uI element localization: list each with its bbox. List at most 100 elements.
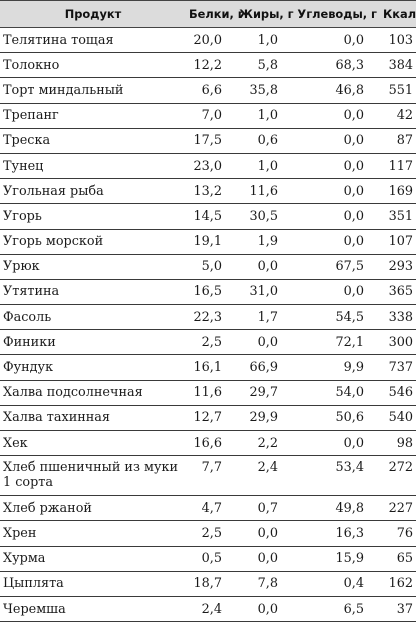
product-name-cell: Фасоль (0, 304, 186, 331)
carbs-cell: 0,0 (292, 153, 380, 180)
protein-cell: 6,6 (186, 77, 236, 104)
product-name-cell: Угорь морской (0, 229, 186, 255)
product-name-cell: Хлеб пшеничный из муки 1 сорта (0, 455, 186, 497)
fat-cell: 11,6 (236, 178, 292, 205)
table-row: Угорь морской 19,1 1,9 0,0 107 (0, 229, 416, 255)
carbs-cell: 0,0 (292, 203, 380, 230)
carbs-cell: 72,1 (292, 329, 380, 356)
product-name-cell: Хрен (0, 520, 186, 547)
protein-cell: 7,7 (186, 455, 236, 497)
table-row: Урюк 5,0 0,0 67,5 293 (0, 254, 416, 280)
fat-cell: 31,0 (236, 279, 292, 306)
table-row: Угольная рыба 13,2 11,6 0,0 169 (0, 178, 416, 205)
fat-cell: 0,0 (236, 596, 292, 623)
product-name-cell: Телятина тощая (0, 27, 186, 54)
protein-cell: 23,0 (186, 153, 236, 180)
fat-cell: 66,9 (236, 354, 292, 381)
fat-cell: 0,7 (236, 495, 292, 522)
kcal-cell: 546 (380, 380, 416, 406)
header-product: Продукт (0, 0, 186, 28)
fat-cell: 0,0 (236, 546, 292, 572)
carbs-cell: 0,0 (292, 229, 380, 255)
fat-cell: 7,8 (236, 571, 292, 597)
product-name-cell: Урюк (0, 254, 186, 280)
product-name-cell: Угольная рыба (0, 178, 186, 205)
table-body: Телятина тощая 20,0 1,0 0,0 103 Толокно 12,2 5,… (0, 27, 416, 623)
protein-cell: 0,5 (186, 546, 236, 572)
table-row: Фундук 16,1 66,9 9,9 737 (0, 354, 416, 381)
fat-cell: 29,9 (236, 405, 292, 432)
kcal-cell: 300 (380, 329, 416, 356)
fat-cell: 0,6 (236, 128, 292, 154)
fat-cell: 1,0 (236, 103, 292, 129)
fat-cell: 1,0 (236, 153, 292, 180)
table-row: Телятина тощая 20,0 1,0 0,0 103 (0, 27, 416, 54)
kcal-cell: 76 (380, 520, 416, 547)
table-row: Халва подсолнечная 11,6 29,7 54,0 546 (0, 380, 416, 406)
product-name-cell: Хек (0, 430, 186, 457)
product-name-cell: Угорь (0, 203, 186, 230)
product-name-cell: Халва подсолнечная (0, 380, 186, 406)
table-row: Халва тахинная 12,7 29,9 50,6 540 (0, 405, 416, 432)
fat-cell: 1,7 (236, 304, 292, 331)
product-name-cell: Тунец (0, 153, 186, 180)
kcal-cell: 351 (380, 203, 416, 230)
fat-cell: 0,0 (236, 254, 292, 280)
carbs-cell: 0,0 (292, 27, 380, 54)
product-name-cell: Торт миндальный (0, 77, 186, 104)
protein-cell: 11,6 (186, 380, 236, 406)
protein-cell: 16,5 (186, 279, 236, 306)
table-header: Продукт Белки, г Жиры, г Углеводы, г Кка… (0, 0, 416, 28)
table-row: Треска 17,5 0,6 0,0 87 (0, 128, 416, 154)
protein-cell: 7,0 (186, 103, 236, 129)
protein-cell: 20,0 (186, 27, 236, 54)
protein-cell: 16,1 (186, 354, 236, 381)
header-kcal: Ккал (380, 0, 416, 28)
kcal-cell: 117 (380, 153, 416, 180)
carbs-cell: 16,3 (292, 520, 380, 547)
fat-cell: 0,0 (236, 329, 292, 356)
product-name-cell: Фундук (0, 354, 186, 381)
kcal-cell: 384 (380, 52, 416, 79)
carbs-cell: 46,8 (292, 77, 380, 104)
carbs-cell: 50,6 (292, 405, 380, 432)
protein-cell: 12,2 (186, 52, 236, 79)
carbs-cell: 0,0 (292, 128, 380, 154)
protein-cell: 13,2 (186, 178, 236, 205)
kcal-cell: 103 (380, 27, 416, 54)
table-row: Цыплята 18,7 7,8 0,4 162 (0, 571, 416, 597)
kcal-cell: 365 (380, 279, 416, 306)
kcal-cell: 162 (380, 571, 416, 597)
table-row: Хлеб ржаной 4,7 0,7 49,8 227 (0, 495, 416, 522)
protein-cell: 12,7 (186, 405, 236, 432)
product-name-cell: Хлеб ржаной (0, 495, 186, 522)
carbs-cell: 0,0 (292, 279, 380, 306)
carbs-cell: 0,0 (292, 178, 380, 205)
kcal-cell: 65 (380, 546, 416, 572)
product-name-cell: Цыплята (0, 571, 186, 597)
kcal-cell: 293 (380, 254, 416, 280)
product-name-cell: Толокно (0, 52, 186, 79)
carbs-cell: 68,3 (292, 52, 380, 79)
protein-cell: 18,7 (186, 571, 236, 597)
kcal-cell: 107 (380, 229, 416, 255)
carbs-cell: 49,8 (292, 495, 380, 522)
protein-cell: 14,5 (186, 203, 236, 230)
fat-cell: 35,8 (236, 77, 292, 104)
kcal-cell: 98 (380, 430, 416, 457)
fat-cell: 1,0 (236, 27, 292, 54)
protein-cell: 5,0 (186, 254, 236, 280)
kcal-cell: 227 (380, 495, 416, 522)
carbs-cell: 0,4 (292, 571, 380, 597)
kcal-cell: 37 (380, 596, 416, 623)
carbs-cell: 15,9 (292, 546, 380, 572)
table-row: Хрен 2,5 0,0 16,3 76 (0, 520, 416, 547)
kcal-cell: 169 (380, 178, 416, 205)
header-fat: Жиры, г (236, 0, 294, 28)
fat-cell: 2,2 (236, 430, 292, 457)
header-protein: Белки, г (186, 0, 244, 28)
kcal-cell: 87 (380, 128, 416, 154)
fat-cell: 0,0 (236, 520, 292, 547)
